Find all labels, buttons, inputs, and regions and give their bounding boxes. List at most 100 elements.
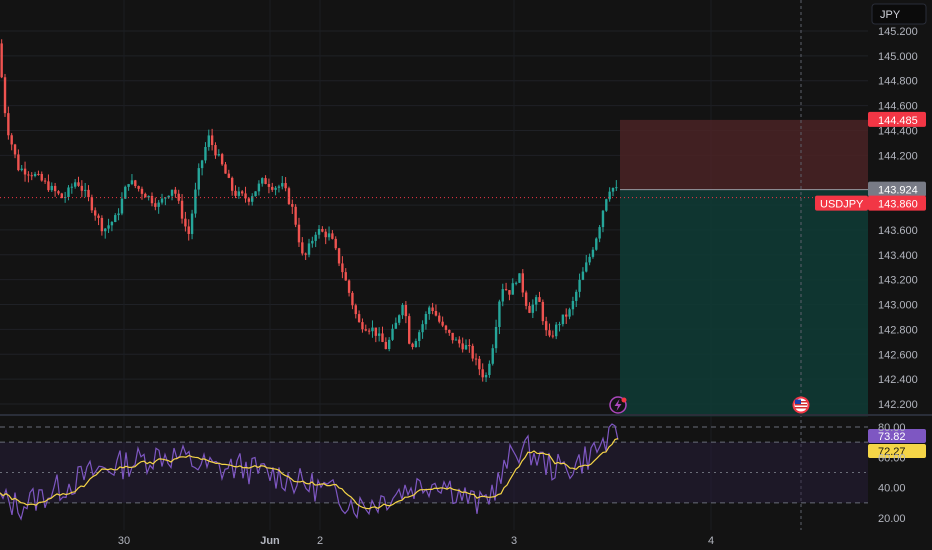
candle bbox=[184, 211, 187, 232]
candle bbox=[568, 307, 571, 320]
rsi-ma-line bbox=[0, 438, 619, 510]
candle bbox=[117, 208, 120, 221]
candle bbox=[404, 301, 408, 324]
candle bbox=[124, 185, 127, 199]
candle bbox=[494, 319, 498, 353]
candle bbox=[33, 171, 37, 178]
candle bbox=[534, 294, 538, 312]
rsi-value-tag: 73.82 bbox=[868, 429, 926, 443]
lightning-icon[interactable] bbox=[609, 396, 627, 414]
candle bbox=[381, 326, 384, 343]
candle bbox=[230, 176, 234, 196]
candle bbox=[504, 282, 508, 291]
candle bbox=[104, 227, 107, 239]
stop-price-tag: 144.485 bbox=[868, 111, 926, 127]
svg-text:USDJPY: USDJPY bbox=[820, 199, 864, 211]
entry-price-tag: 143.924 bbox=[868, 181, 926, 197]
candle bbox=[324, 228, 327, 245]
candle bbox=[468, 339, 471, 353]
candle bbox=[317, 225, 321, 239]
candle bbox=[170, 189, 174, 201]
candle bbox=[615, 180, 618, 191]
candle bbox=[251, 193, 254, 206]
price-axis-panel[interactable] bbox=[868, 0, 932, 550]
candle bbox=[30, 172, 33, 181]
candle bbox=[331, 230, 334, 240]
candle bbox=[94, 207, 97, 221]
candle bbox=[27, 171, 30, 183]
svg-text:143.860: 143.860 bbox=[878, 199, 918, 211]
long-short-position-tool[interactable] bbox=[620, 119, 868, 417]
candle bbox=[180, 194, 184, 224]
candle bbox=[10, 133, 13, 151]
currency-label: JPY bbox=[880, 9, 901, 21]
rsi-pane: 73.82 72.27 bbox=[0, 423, 926, 521]
candlestick-series bbox=[0, 39, 618, 383]
candle bbox=[585, 255, 588, 273]
candle bbox=[414, 338, 418, 348]
candle bbox=[334, 236, 337, 251]
candle bbox=[220, 152, 224, 166]
candle bbox=[434, 304, 438, 317]
candle bbox=[558, 321, 561, 332]
price-tick-label: 144.400 bbox=[878, 125, 918, 137]
candle bbox=[608, 187, 611, 202]
candle bbox=[261, 177, 264, 187]
candle bbox=[210, 128, 214, 151]
candle bbox=[418, 329, 421, 348]
candle bbox=[441, 316, 444, 328]
candle bbox=[528, 302, 531, 314]
candle bbox=[514, 281, 518, 286]
candle bbox=[464, 339, 468, 350]
candle bbox=[207, 129, 210, 151]
rsi-tick-label: 40.00 bbox=[878, 483, 906, 495]
candle bbox=[478, 356, 481, 376]
take-profit-zone[interactable] bbox=[620, 189, 868, 417]
candle bbox=[307, 238, 311, 258]
svg-text:72.27: 72.27 bbox=[878, 446, 906, 458]
candle bbox=[491, 344, 494, 366]
candle bbox=[408, 313, 411, 345]
candle bbox=[314, 231, 317, 248]
candle bbox=[444, 324, 448, 334]
time-tick-label: 3 bbox=[511, 535, 517, 547]
candle bbox=[484, 372, 488, 383]
currency-button[interactable]: JPY bbox=[871, 3, 927, 25]
candle bbox=[254, 191, 257, 197]
symbol-tag[interactable]: USDJPY bbox=[815, 195, 868, 211]
candle bbox=[174, 186, 177, 198]
candle bbox=[224, 162, 227, 174]
price-tick-label: 144.800 bbox=[878, 76, 918, 88]
candle bbox=[571, 296, 575, 316]
us-flag-icon[interactable] bbox=[792, 396, 810, 414]
candle bbox=[357, 310, 361, 323]
candle bbox=[371, 320, 374, 338]
candle bbox=[83, 182, 87, 198]
candle bbox=[264, 175, 267, 185]
time-tick-label: 30 bbox=[118, 535, 130, 547]
candle bbox=[291, 199, 294, 214]
candle bbox=[227, 169, 231, 179]
candle bbox=[304, 252, 307, 260]
price-tick-label: 142.800 bbox=[878, 324, 918, 336]
candle bbox=[354, 303, 357, 319]
price-axis-labels: 145.200 145.000 144.800 144.600 144.400 144.2… bbox=[878, 26, 918, 411]
candle bbox=[23, 161, 27, 182]
candle bbox=[240, 190, 244, 196]
price-tick-label: 142.400 bbox=[878, 374, 918, 386]
candle bbox=[431, 302, 434, 315]
candle bbox=[578, 273, 581, 298]
stop-loss-zone[interactable] bbox=[620, 119, 868, 190]
candle bbox=[43, 177, 47, 184]
candle bbox=[374, 327, 378, 343]
candle bbox=[321, 226, 324, 233]
candle bbox=[551, 330, 555, 339]
price-tick-label: 143.000 bbox=[878, 300, 918, 312]
candle bbox=[471, 343, 474, 362]
candle bbox=[337, 247, 341, 267]
candle bbox=[37, 170, 40, 176]
candle bbox=[591, 247, 595, 259]
candle bbox=[277, 184, 281, 193]
